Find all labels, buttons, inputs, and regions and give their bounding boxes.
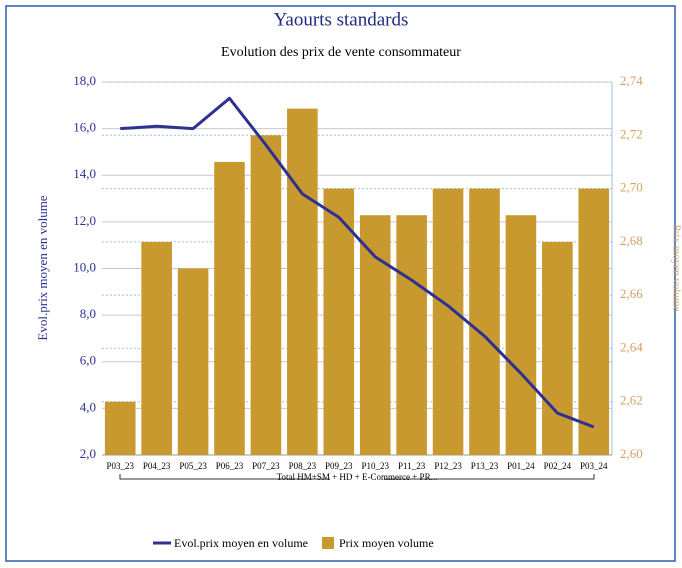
bar [505, 215, 537, 455]
y2-tick-label: 2,64 [620, 339, 643, 354]
chart-subtitle: Evolution des prix de vente consommateur [221, 45, 461, 60]
x-tick-label: P05_23 [179, 461, 207, 471]
x-tick-label: P04_23 [143, 461, 171, 471]
y2-tick-label: 2,74 [620, 73, 643, 88]
x-tick-label: P08_23 [289, 461, 317, 471]
x-tick-label: P03_24 [580, 461, 608, 471]
bar [469, 188, 500, 456]
legend-label: Evol.prix moyen en volume [174, 536, 308, 550]
y-axis-label: Evol.prix moyen en volume [35, 195, 50, 340]
bar [141, 241, 172, 455]
y-tick-label: 16,0 [73, 120, 96, 135]
group-label: Total HM+SM + HD + E-Commerce + PR... [277, 472, 438, 482]
x-tick-label: P09_23 [325, 461, 353, 471]
x-tick-label: P11_23 [398, 461, 426, 471]
bar [177, 268, 209, 455]
legend-label: Prix moyen volume [339, 536, 434, 550]
bar [323, 188, 355, 456]
group-bracket [119, 474, 595, 480]
y2-tick-label: 2,60 [620, 446, 643, 461]
x-tick-label: P10_23 [361, 461, 389, 471]
y2-tick-label: 2,62 [620, 393, 643, 408]
y-tick-label: 14,0 [73, 166, 96, 181]
bar [432, 188, 464, 456]
y2-tick-label: 2,68 [620, 233, 643, 248]
bar [542, 241, 573, 455]
legend-swatch [321, 537, 334, 549]
x-tick-label: P13_23 [471, 461, 499, 471]
x-tick-label: P07_23 [252, 461, 280, 471]
line [120, 96, 595, 429]
chart-title: Yaourts standards [274, 9, 409, 30]
y2-axis-label: Prix moyen volume [670, 225, 682, 312]
y-tick-label: 18,0 [73, 73, 96, 88]
y-tick-label: 8,0 [80, 306, 96, 321]
bar [104, 401, 136, 455]
y-tick-label: 12,0 [73, 213, 96, 228]
y-tick-label: 6,0 [80, 353, 96, 368]
y2-tick-label: 2,66 [620, 286, 643, 301]
y2-tick-label: 2,70 [620, 180, 643, 195]
x-tick-label: P06_23 [216, 461, 244, 471]
x-tick-label: P02_24 [544, 461, 572, 471]
y-tick-label: 10,0 [73, 259, 96, 274]
bar [578, 188, 610, 456]
x-tick-label: P12_23 [434, 461, 462, 471]
bar [359, 215, 391, 455]
x-tick-label: P03_23 [106, 461, 134, 471]
y2-tick-label: 2,72 [620, 126, 643, 141]
y-tick-label: 2,0 [80, 446, 96, 461]
x-tick-label: P01_24 [507, 461, 535, 471]
y-tick-label: 4,0 [80, 399, 96, 414]
bar [396, 215, 427, 455]
bar [214, 161, 245, 455]
bar [287, 108, 318, 456]
bar [250, 135, 282, 456]
